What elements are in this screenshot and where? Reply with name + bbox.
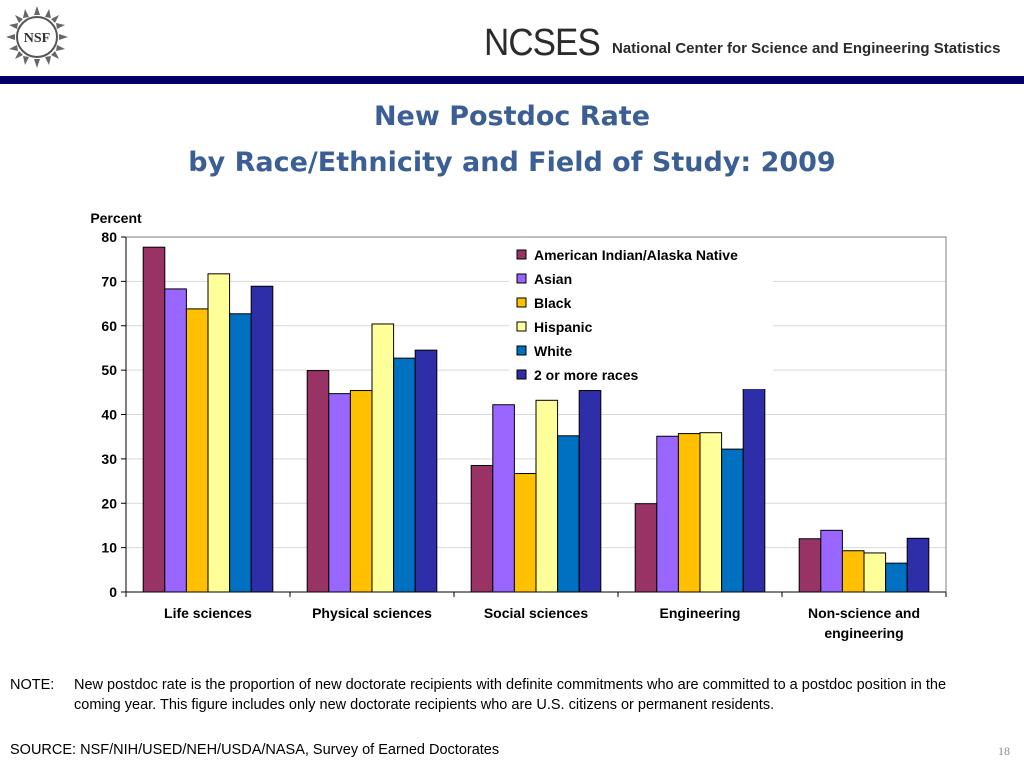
page-number: 18: [998, 744, 1010, 758]
bar: [164, 288, 187, 593]
bar: [250, 285, 274, 593]
bar: [841, 550, 865, 593]
legend-swatch: [516, 297, 527, 308]
note-label: NOTE:: [10, 677, 55, 693]
bar: [677, 433, 701, 593]
bar: [863, 552, 887, 593]
y-tick-label: 60: [101, 318, 117, 334]
y-tick-label: 30: [101, 451, 117, 467]
bar: [535, 399, 559, 593]
bar: [142, 246, 166, 593]
bar: [557, 435, 580, 593]
slide-title: New Postdoc Rate by Race/Ethnicity and F…: [0, 94, 1024, 186]
bar: [820, 529, 843, 593]
x-category-label: Engineering: [660, 605, 741, 621]
legend-label: Asian: [534, 271, 572, 287]
legend-swatch: [516, 369, 527, 380]
bar: [578, 390, 602, 593]
bar: [634, 503, 658, 593]
x-category-label: Life sciences: [164, 605, 252, 621]
x-category-label: engineering: [824, 625, 903, 641]
y-tick-label: 50: [101, 362, 117, 378]
legend-swatch: [516, 321, 527, 332]
y-axis-label: Percent: [90, 210, 142, 226]
bar: [207, 273, 231, 593]
bar: [492, 404, 515, 593]
y-tick-label: 70: [101, 273, 117, 289]
bar: [656, 435, 679, 593]
bar: [328, 393, 351, 593]
bar: [371, 323, 395, 593]
bar: [699, 432, 723, 593]
legend-swatch: [516, 273, 527, 284]
y-tick-label: 10: [101, 540, 117, 556]
bar: [470, 465, 494, 593]
legend-box: [509, 241, 773, 389]
bar: [229, 313, 252, 593]
title-line-2: by Race/Ethnicity and Field of Study: 20…: [188, 147, 836, 178]
org-name: National Center for Science and Engineer…: [612, 40, 1001, 57]
bar: [414, 349, 438, 593]
bar: [349, 390, 373, 593]
x-category-label: Non-science and: [808, 605, 920, 621]
title-line-1: New Postdoc Rate: [373, 101, 651, 132]
x-category-label: Physical sciences: [312, 605, 432, 621]
nsf-logo-text: NSF: [24, 31, 50, 46]
bar: [513, 473, 537, 593]
legend-label: White: [534, 343, 572, 359]
bar: [906, 537, 930, 593]
bar: [798, 538, 822, 593]
legend-label: American Indian/Alaska Native: [534, 247, 738, 263]
bar: [185, 308, 209, 593]
note-text: New postdoc rate is the proportion of ne…: [74, 677, 947, 713]
bar: [742, 386, 766, 593]
bar: [721, 448, 744, 593]
bar-chart: 0 10 20 30 40 50 60 70 80 Percent Life sciences Phy…: [90, 210, 947, 641]
legend-swatch: [516, 345, 527, 356]
legend-label: Black: [534, 295, 572, 311]
x-category-label: Social sciences: [484, 605, 589, 621]
bar: [885, 562, 908, 593]
legend-label: 2 or more races: [534, 367, 638, 383]
bar: [306, 370, 330, 593]
y-tick-label: 0: [109, 584, 117, 600]
slide-header: NSF NCSES National Center for Science an…: [0, 0, 1024, 84]
legend-label: Hispanic: [534, 319, 593, 335]
y-tick-label: 80: [101, 229, 117, 245]
bar: [393, 357, 416, 593]
y-tick-label: 40: [101, 407, 117, 423]
nsf-logo: NSF: [6, 6, 68, 68]
source-line: SOURCE: NSF/NIH/USED/NEH/USDA/NASA, Surv…: [10, 742, 500, 758]
org-acronym: NCSES: [484, 22, 601, 64]
note: NOTE: New postdoc rate is the proportion…: [10, 675, 970, 715]
header-rule: [0, 76, 1024, 84]
legend-swatch: [516, 249, 527, 260]
y-tick-label: 20: [101, 495, 117, 511]
